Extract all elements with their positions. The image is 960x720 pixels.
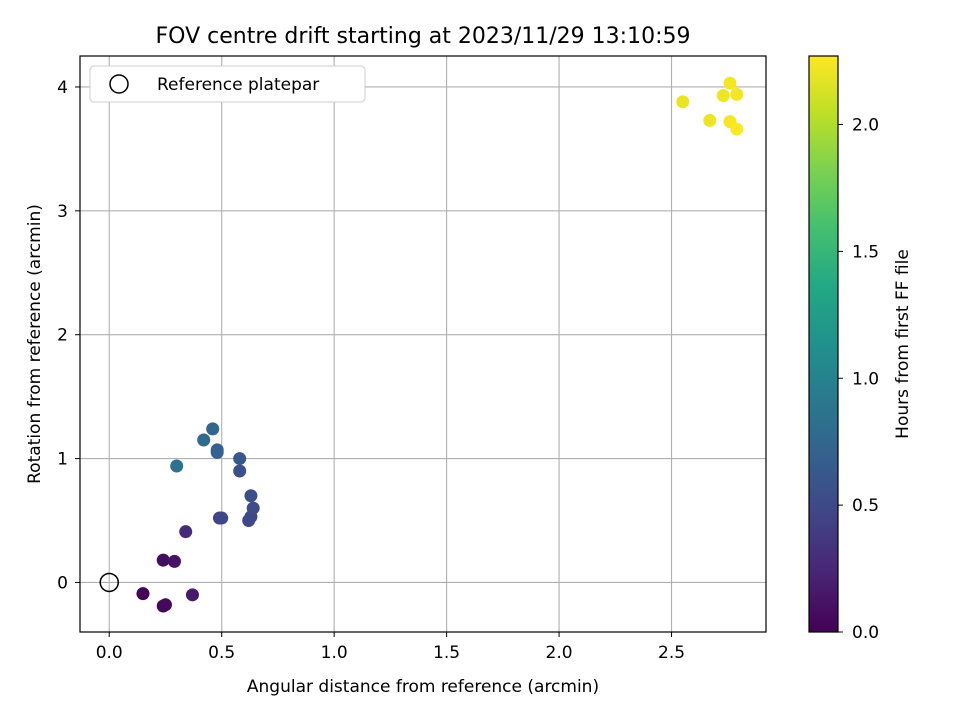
- points-layer: [136, 76, 744, 613]
- x-tick-label: 0.5: [208, 643, 235, 663]
- data-point: [716, 89, 730, 103]
- colorbar-frame: [808, 55, 839, 633]
- x-tick-label: 2.5: [658, 643, 685, 663]
- data-point: [156, 553, 170, 567]
- data-point: [167, 554, 181, 568]
- data-point: [676, 95, 690, 109]
- x-tick-label: 2.0: [546, 643, 573, 663]
- data-point: [233, 464, 247, 478]
- data-point: [233, 452, 247, 466]
- y-tick-label: 2: [57, 326, 68, 346]
- chart-title: FOV centre drift starting at 2023/11/29 …: [156, 24, 691, 49]
- data-point: [206, 422, 220, 436]
- x-tick-label: 1.0: [321, 643, 348, 663]
- data-point: [197, 433, 211, 447]
- y-tick-label: 0: [57, 573, 68, 593]
- data-point: [246, 501, 260, 515]
- colorbar: 0.0 0.5 1.0 1.5 2.0 Hours from first FF file: [808, 55, 913, 643]
- colorbar-tick-label: 0.0: [852, 623, 879, 643]
- data-point: [215, 511, 229, 525]
- data-point: [730, 87, 744, 101]
- data-point: [158, 598, 172, 612]
- data-point: [179, 525, 193, 539]
- y-tick-label: 4: [57, 78, 68, 98]
- y-tick-label: 3: [57, 202, 68, 222]
- legend-box: [89, 65, 366, 103]
- grid-layer: [80, 56, 766, 632]
- x-axis-ticks: 0.0 0.5 1.0 1.5 2.0 2.5: [96, 632, 685, 663]
- x-axis-label: Angular distance from reference (arcmin): [247, 677, 599, 697]
- data-point: [730, 122, 744, 136]
- data-point: [136, 587, 150, 601]
- data-point: [244, 489, 258, 503]
- reference-point-marker: [99, 572, 119, 593]
- data-point: [170, 459, 184, 473]
- y-tick-label: 1: [57, 450, 68, 470]
- data-point: [185, 588, 199, 602]
- colorbar-ticks: 0.0 0.5 1.0 1.5 2.0: [838, 116, 879, 643]
- colorbar-tick-label: 1.0: [852, 369, 879, 389]
- colorbar-label: Hours from first FF file: [893, 249, 913, 439]
- colorbar-tick-label: 2.0: [852, 116, 879, 136]
- data-point: [210, 443, 224, 457]
- colorbar-gradient: [809, 56, 838, 632]
- legend-reference-marker: [109, 74, 129, 94]
- data-point: [703, 113, 717, 127]
- plot-area: [79, 55, 767, 633]
- plot-background: [80, 56, 766, 632]
- data-point: [723, 76, 737, 90]
- legend: Reference platepar: [89, 65, 366, 103]
- legend-reference-label: Reference platepar: [157, 75, 319, 95]
- plot-frame: [79, 55, 767, 633]
- colorbar-tick-label: 0.5: [852, 496, 879, 516]
- x-tick-label: 1.5: [433, 643, 460, 663]
- y-axis-label: Rotation from reference (arcmin): [25, 204, 45, 484]
- x-tick-label: 0.0: [96, 643, 123, 663]
- y-axis-ticks: 0 1 2 3 4: [57, 78, 80, 593]
- colorbar-tick-label: 1.5: [852, 242, 879, 262]
